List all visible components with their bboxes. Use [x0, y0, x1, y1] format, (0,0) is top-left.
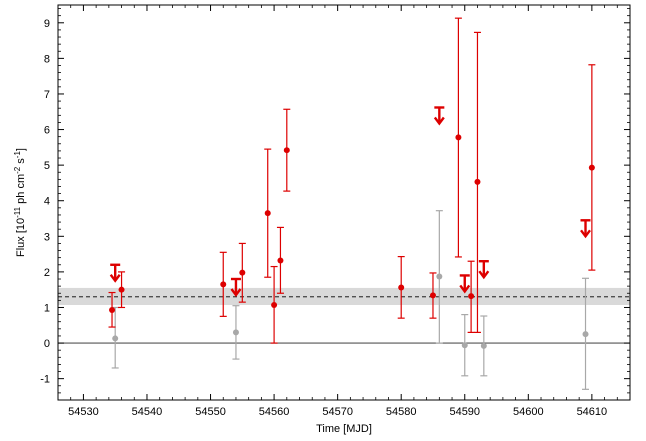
- upper-limit-arrow: [580, 219, 591, 239]
- data-marker: [283, 147, 290, 154]
- x-axis: 54530 54540 54550 54560 54570 54580 54590 54600…: [57, 5, 631, 418]
- data-marker: [239, 269, 246, 276]
- upper-limit-head: [478, 270, 490, 280]
- data-point: [270, 265, 278, 344]
- y-tick-label: 4: [44, 196, 50, 208]
- upper-limit-head: [580, 229, 591, 239]
- y-tick-label: 0: [44, 338, 50, 350]
- x-tick-label: 54590: [449, 406, 480, 418]
- grey-series: [111, 210, 590, 390]
- x-tick-label: 54600: [513, 406, 544, 418]
- x-tick-label: 54570: [322, 406, 353, 418]
- data-marker: [220, 281, 227, 288]
- upper-limit-arrow: [478, 260, 490, 280]
- y-axis: -1 0 1 2 3 4 5 6 7 8 9: [40, 8, 630, 401]
- data-marker: [474, 178, 481, 185]
- y-tick-label: 2: [44, 267, 50, 279]
- data-marker: [461, 342, 468, 349]
- data-point: [232, 305, 240, 360]
- data-marker: [277, 257, 284, 264]
- mean-band: [58, 287, 630, 305]
- y-axis-title-exponent: -11: [13, 206, 22, 218]
- y-tick-label: 3: [44, 231, 50, 243]
- y-axis-title-part: Flux [10: [15, 218, 27, 257]
- data-marker: [232, 329, 239, 336]
- data-marker: [455, 134, 462, 141]
- upper-limit-arrow: [109, 263, 121, 283]
- data-marker: [398, 284, 405, 291]
- data-point: [264, 148, 272, 278]
- data-point: [454, 17, 462, 258]
- x-tick-label: 54610: [577, 406, 608, 418]
- y-axis-title-exponent: -1: [13, 151, 22, 159]
- data-marker: [582, 331, 589, 338]
- y-tick-label: 7: [44, 89, 50, 101]
- data-point: [111, 306, 119, 369]
- y-axis-title-part: ph cm: [15, 174, 27, 207]
- data-point: [588, 64, 596, 271]
- data-marker: [112, 335, 119, 342]
- upper-limit-head: [230, 288, 242, 298]
- data-marker: [264, 210, 271, 217]
- data-point: [429, 272, 437, 319]
- plot-frame: [57, 4, 631, 401]
- y-tick-label: -1: [40, 374, 50, 386]
- data-marker: [468, 293, 475, 300]
- data-point: [397, 255, 405, 319]
- data-marker: [109, 306, 116, 313]
- x-tick-label: 54550: [195, 406, 226, 418]
- data-point: [238, 242, 246, 303]
- data-point: [276, 226, 284, 294]
- x-axis-title: Time [MJD]: [316, 423, 372, 435]
- y-axis-title: Flux [10-11 ph cm-2 s-1]: [13, 148, 28, 257]
- data-marker: [429, 292, 436, 299]
- upper-limit-head: [109, 274, 121, 283]
- data-marker: [436, 273, 443, 280]
- upper-limit-arrow: [433, 106, 445, 126]
- upper-limit-head: [433, 116, 445, 126]
- y-axis-title-part: s: [15, 158, 27, 167]
- x-tick-label: 54580: [386, 406, 417, 418]
- red-series: [108, 17, 596, 344]
- data-point: [467, 260, 475, 333]
- mean-band-group: [58, 287, 630, 305]
- data-marker: [118, 286, 125, 293]
- data-point: [283, 108, 291, 192]
- y-tick-label: 8: [44, 53, 50, 65]
- upper-limit-arrow: [230, 277, 242, 298]
- x-tick-label: 54560: [259, 406, 290, 418]
- data-point: [461, 313, 469, 377]
- x-tick-label: 54530: [68, 406, 99, 418]
- data-point: [219, 251, 227, 317]
- data-point: [435, 210, 443, 344]
- data-point: [480, 315, 488, 377]
- y-tick-label: 1: [44, 302, 50, 314]
- y-axis-title-exponent: -2: [13, 166, 22, 174]
- upper-limit-arrow: [459, 274, 471, 294]
- data-marker: [271, 301, 278, 308]
- data-point: [473, 31, 481, 333]
- x-tick-label: 54540: [132, 406, 163, 418]
- data-marker: [480, 342, 487, 349]
- y-tick-label: 9: [44, 18, 50, 30]
- y-axis-title-part: ]: [15, 148, 27, 151]
- y-tick-label: 6: [44, 125, 50, 137]
- data-point: [118, 271, 126, 309]
- data-marker: [588, 164, 595, 171]
- upper-limit-head: [459, 284, 471, 294]
- y-tick-label: 5: [44, 160, 50, 172]
- data-point: [582, 277, 590, 390]
- upper-limit-arrows: [109, 106, 591, 298]
- data-point: [108, 291, 116, 328]
